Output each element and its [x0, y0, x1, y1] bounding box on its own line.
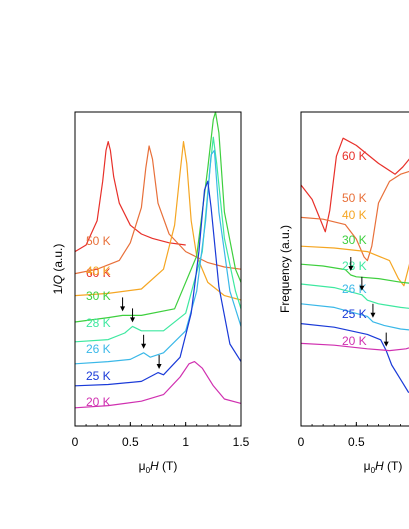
- arrow-head: [120, 306, 126, 312]
- x-tick-label: 0.5: [122, 435, 139, 449]
- series-line-30k: [74, 111, 242, 323]
- series-line-40k: [301, 245, 409, 287]
- left-series-labels: 60 K 50 K 40 K 30 K 28 K 26 K 25 K 20 K: [86, 234, 111, 409]
- right-curves: [301, 137, 409, 394]
- series-label-28k: 28 K: [86, 316, 111, 330]
- series-label-50k: 50 K: [86, 234, 111, 248]
- series-label-20k: 20 K: [86, 395, 111, 409]
- series-line-60k: [74, 141, 186, 253]
- right-series-labels: 60 K 50 K 40 K 30 K 28 K 26 K 25 K 20 K: [342, 149, 367, 348]
- arrow-head: [383, 341, 389, 347]
- series-label-30k: 30 K: [342, 233, 367, 247]
- x-tick-label: 1.5: [233, 435, 250, 449]
- right-y-axis-label: Frequency (a.u.): [278, 225, 292, 313]
- series-line-50k: [74, 145, 242, 275]
- arrow-head: [348, 266, 354, 271]
- arrow-head: [130, 317, 136, 323]
- left-x-axis-label: μ0H (T): [139, 459, 178, 475]
- series-line-60k: [301, 137, 409, 233]
- series-label-20k: 20 K: [342, 334, 367, 348]
- series-label-60k: 60 K: [86, 266, 111, 280]
- series-label-50k: 50 K: [342, 191, 367, 205]
- right-plot-frame: [300, 111, 409, 427]
- series-label-30k: 30 K: [86, 289, 111, 303]
- series-label-25k: 25 K: [342, 307, 367, 321]
- x-tick-label: 0.5: [348, 435, 365, 449]
- right-panel: 60 K50 K40 K30 K28 K26 K25 K20 K 00.51 F…: [278, 111, 409, 475]
- series-label-28k: 28 K: [342, 259, 367, 273]
- left-x-ticks: 0 0.5 1 1.5: [72, 422, 250, 449]
- left-panel: 60 K 50 K 40 K 30 K 28 K 26 K 25 K 20 K 0 0.5 1 1.…: [51, 111, 250, 475]
- series-line-26k: [301, 303, 409, 331]
- series-label-40k: 40 K: [342, 208, 367, 222]
- series-line-28k: [74, 136, 242, 343]
- series-label-40k: 40 K: [86, 264, 111, 278]
- series-label-26k: 26 K: [342, 282, 367, 296]
- series-line-28k: [301, 283, 409, 309]
- left-arrows: [120, 297, 162, 370]
- series-line-20k: [301, 342, 409, 352]
- series-line-25k: [74, 180, 242, 387]
- arrow-head: [359, 285, 365, 291]
- x-tick-label: 1: [182, 435, 189, 449]
- series-label-26k: 26 K: [86, 342, 111, 356]
- series-label-25k: 25 K: [86, 369, 111, 383]
- series-label-60k: 60 K: [342, 149, 367, 163]
- arrow-head: [156, 364, 162, 370]
- left-plot-frame: [74, 111, 242, 427]
- left-curves: [74, 111, 242, 409]
- arrow-head: [370, 312, 376, 318]
- arrow-head: [141, 343, 147, 349]
- left-y-axis-label: 1/Q (a.u.): [51, 244, 65, 295]
- x-tick-label: 0: [72, 435, 79, 449]
- series-line-40k: [74, 141, 242, 301]
- right-arrows: [348, 257, 389, 347]
- series-line-20k: [74, 361, 242, 409]
- right-x-axis-label: μ0H (T): [364, 459, 403, 475]
- x-tick-label: 0: [298, 435, 305, 449]
- series-line-50k: [301, 170, 409, 262]
- series-line-30k: [301, 263, 409, 284]
